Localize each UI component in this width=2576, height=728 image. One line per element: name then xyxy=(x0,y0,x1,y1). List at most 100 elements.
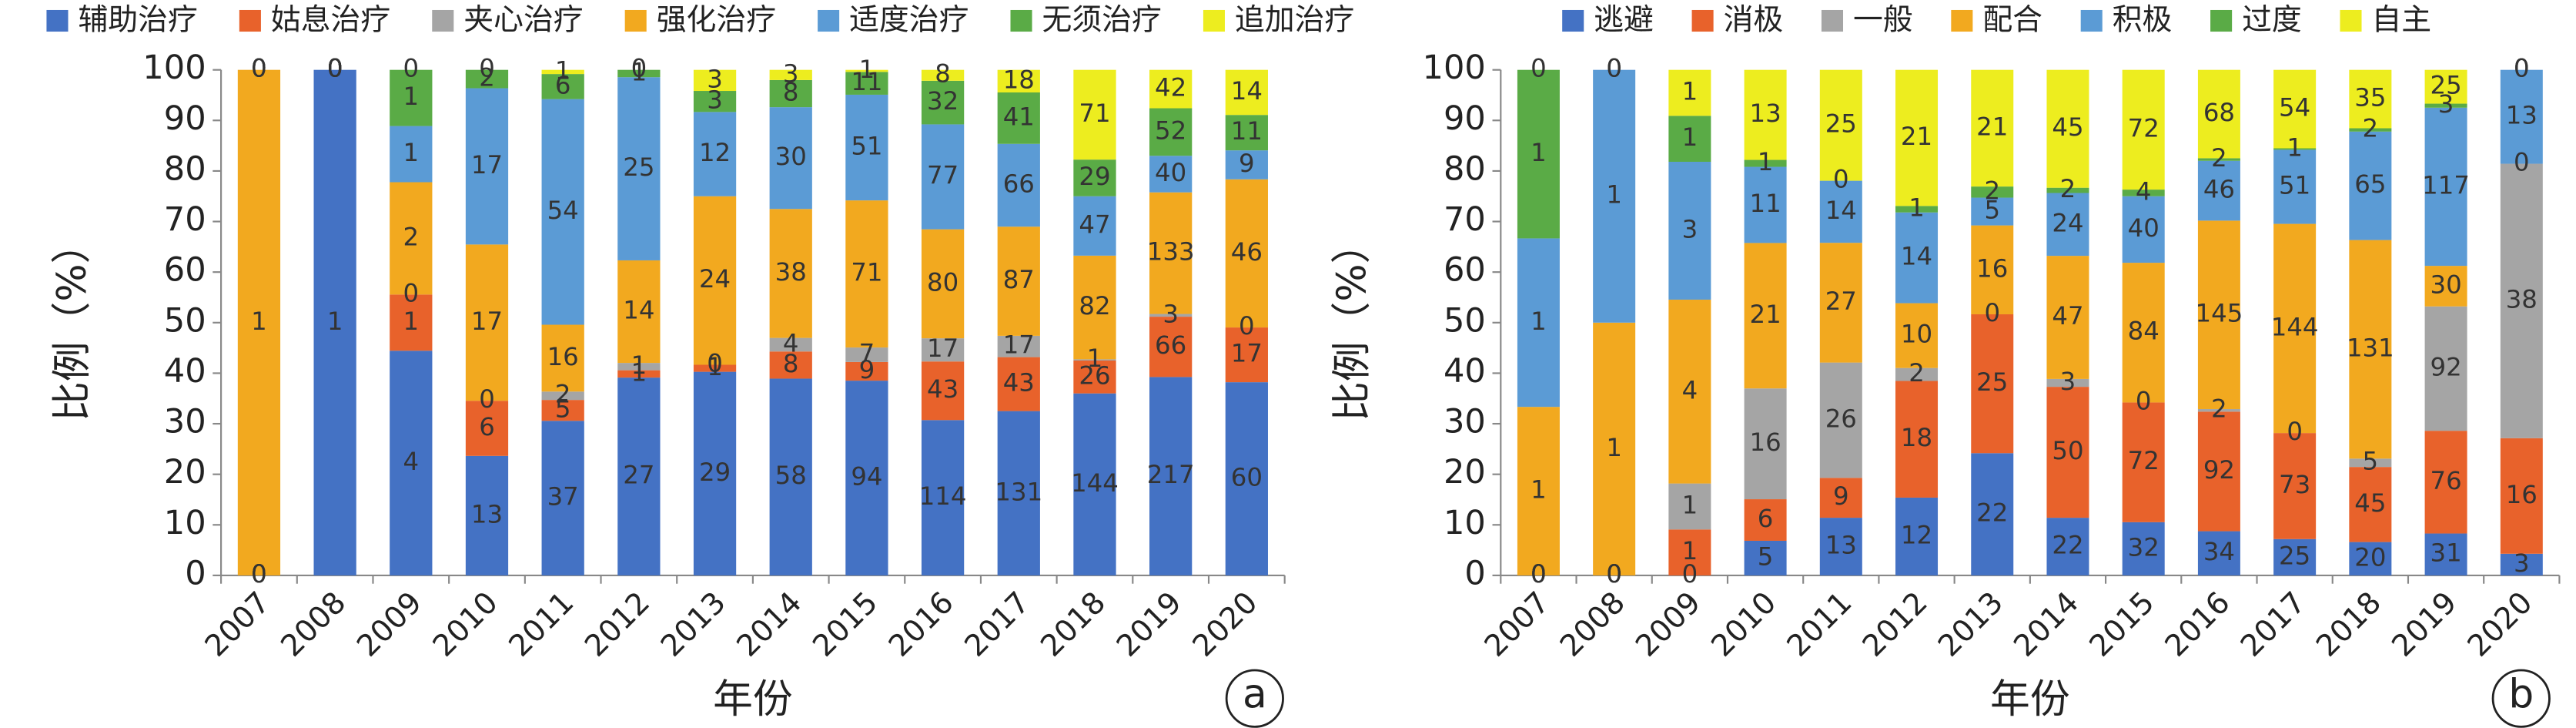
bar-segment xyxy=(1225,115,1268,151)
x-tick-label: 2014 xyxy=(731,585,809,664)
bar-segment xyxy=(1149,108,1193,156)
data-label: 0 xyxy=(631,54,647,83)
data-label: 1 xyxy=(1531,307,1547,336)
data-label: 46 xyxy=(2203,175,2235,204)
data-label: 71 xyxy=(1079,99,1110,128)
bar-segment xyxy=(693,364,737,372)
bar-segment xyxy=(2349,458,2392,468)
bar-segment xyxy=(1225,179,1268,328)
bar-segment xyxy=(921,124,965,230)
bar-segment xyxy=(2424,107,2467,267)
bar-segment xyxy=(1819,69,1862,181)
bar-segment xyxy=(1895,497,1939,575)
bar-segment xyxy=(693,196,737,365)
data-label: 0 xyxy=(251,54,267,83)
bar-segment xyxy=(997,357,1040,411)
bar-segment xyxy=(2046,69,2089,188)
data-label: 71 xyxy=(851,258,882,287)
bar-segment xyxy=(2197,69,2240,159)
legend-swatch xyxy=(2340,9,2362,32)
data-label: 40 xyxy=(2128,213,2159,243)
data-label: 22 xyxy=(1976,498,2008,528)
bar-segment xyxy=(2046,387,2089,518)
legend-swatch xyxy=(818,9,840,32)
data-label: 25 xyxy=(623,153,654,182)
data-label: 144 xyxy=(2271,312,2319,341)
bar-segment xyxy=(921,338,965,362)
data-label: 72 xyxy=(2128,113,2159,143)
legend-swatch xyxy=(46,9,69,32)
bar-segment xyxy=(2500,553,2543,575)
data-label: 1 xyxy=(403,138,420,167)
data-label: 0 xyxy=(327,54,343,83)
bar-segment xyxy=(390,351,433,575)
data-label: 32 xyxy=(2128,532,2159,562)
y-tick-label: 70 xyxy=(1444,200,1486,239)
data-label: 16 xyxy=(2506,480,2538,509)
data-label: 1 xyxy=(327,307,343,336)
data-label: 21 xyxy=(1901,122,1932,151)
legend-label: 消极 xyxy=(1724,3,1784,38)
data-label: 145 xyxy=(2196,299,2243,328)
bar-segment xyxy=(1819,180,1862,243)
x-tick-label: 2019 xyxy=(1110,585,1189,664)
x-tick-label: 2017 xyxy=(958,585,1037,664)
bar-segment xyxy=(1593,322,1636,575)
x-tick-label: 2007 xyxy=(199,585,277,664)
data-label: 11 xyxy=(1231,116,1263,146)
x-axis-title: 年份 xyxy=(1990,676,2070,723)
data-label: 1 xyxy=(1682,122,1698,152)
data-label: 0 xyxy=(327,54,343,83)
y-tick-label: 80 xyxy=(1444,149,1486,188)
data-label: 54 xyxy=(2279,93,2310,122)
data-label: 1 xyxy=(631,357,647,387)
data-label: 0 xyxy=(1606,559,1622,589)
legend-label: 自主 xyxy=(2371,3,2431,38)
x-tick-label: 2017 xyxy=(2234,585,2313,664)
x-tick-label: 2011 xyxy=(1781,585,1859,664)
bar-segment xyxy=(617,377,661,575)
data-label: 0 xyxy=(1984,298,2000,327)
bar-segment xyxy=(390,126,433,183)
legend-swatch xyxy=(1203,9,1225,32)
data-label: 6 xyxy=(479,412,495,441)
bar-segment xyxy=(2122,522,2165,575)
data-label: 0 xyxy=(1531,559,1547,589)
data-label: 12 xyxy=(1901,520,1932,549)
bar-segment xyxy=(1744,159,1787,167)
bar-segment xyxy=(1895,381,1939,498)
y-tick-label: 80 xyxy=(164,149,206,188)
bar-segment xyxy=(845,381,888,575)
data-label: 92 xyxy=(2430,352,2461,381)
data-label: 25 xyxy=(2430,71,2461,100)
bar-segment xyxy=(1517,407,1560,575)
data-label: 29 xyxy=(699,458,731,487)
data-label: 0 xyxy=(2287,417,2303,446)
data-label: 25 xyxy=(2279,541,2310,570)
bar-segment xyxy=(2122,190,2165,196)
data-label: 35 xyxy=(2354,83,2386,112)
x-tick-label: 2016 xyxy=(2159,585,2237,664)
data-label: 31 xyxy=(2430,538,2461,568)
legend-label: 一般 xyxy=(1853,3,1913,38)
bar-segment xyxy=(2197,411,2240,532)
data-label: 22 xyxy=(2052,531,2083,560)
bar-segment xyxy=(845,69,888,72)
data-label: 5 xyxy=(555,394,571,424)
bar-segment xyxy=(769,69,812,80)
y-tick-label: 70 xyxy=(164,200,206,239)
data-label: 3 xyxy=(707,86,723,115)
bar-segment xyxy=(1668,116,1711,162)
bar-segment xyxy=(1971,453,2014,575)
y-axis-title: 比例（%） xyxy=(1329,224,1375,421)
x-tick-label: 2016 xyxy=(882,585,961,664)
bar-segment xyxy=(541,421,584,575)
data-label: 5 xyxy=(1984,196,2000,225)
data-label: 58 xyxy=(775,461,807,490)
legend-label: 强化治疗 xyxy=(657,3,776,38)
data-label: 66 xyxy=(1155,330,1186,360)
bar-segment xyxy=(1819,518,1862,575)
data-label: 2 xyxy=(2060,174,2076,203)
data-label: 40 xyxy=(1155,158,1186,187)
